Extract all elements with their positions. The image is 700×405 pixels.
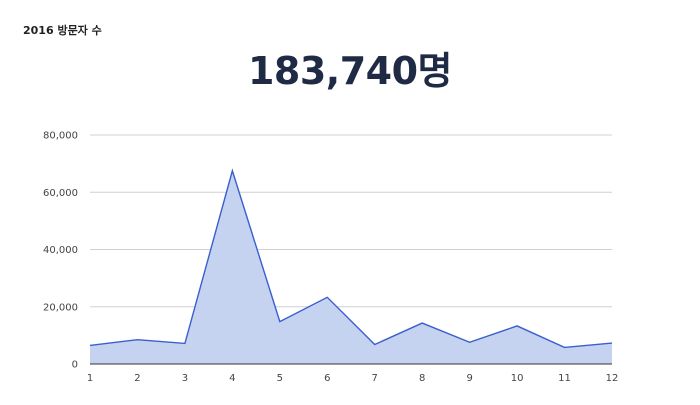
x-tick-label: 3 xyxy=(182,373,188,384)
grid-lines xyxy=(90,134,612,308)
series-line xyxy=(89,168,613,349)
total-visitors: 183,740명 xyxy=(247,49,453,93)
x-tick-label: 12 xyxy=(606,373,619,384)
y-tick-label: 80,000 xyxy=(43,131,78,142)
x-tick-label: 2 xyxy=(134,373,140,384)
y-tick-label: 20,000 xyxy=(43,302,78,313)
chart-title: 2016 방문자 수 xyxy=(23,24,102,37)
x-tick-label: 1 xyxy=(87,373,93,384)
x-tick-label: 6 xyxy=(324,373,330,384)
x-tick-label: 5 xyxy=(277,373,283,384)
x-tick-label: 9 xyxy=(466,373,472,384)
area-layer xyxy=(89,168,613,364)
y-tick-label: 60,000 xyxy=(43,188,78,199)
y-tick-label: 40,000 xyxy=(43,245,78,256)
series-area xyxy=(90,170,612,364)
y-tick-label: 0 xyxy=(72,360,78,371)
x-tick-label: 8 xyxy=(419,373,425,384)
x-tick-label: 11 xyxy=(558,373,571,384)
x-tick-label: 4 xyxy=(229,373,235,384)
x-tick-label: 7 xyxy=(372,373,378,384)
x-tick-label: 10 xyxy=(511,373,524,384)
